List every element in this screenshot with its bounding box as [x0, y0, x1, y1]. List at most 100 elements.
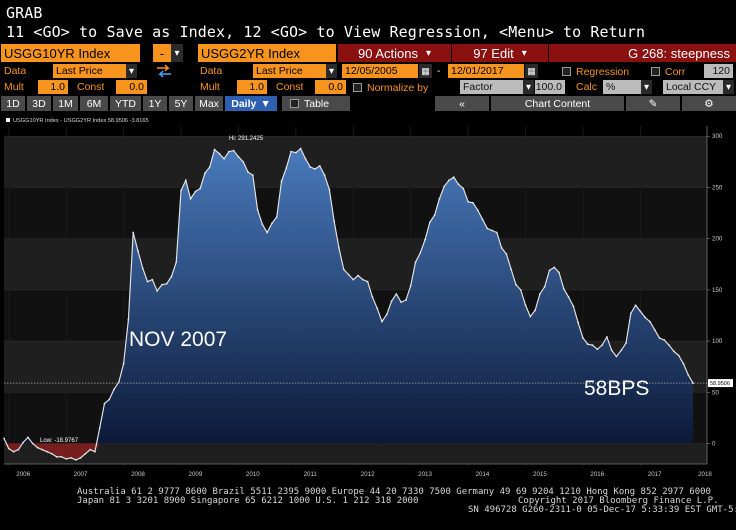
- factor-dropdown-button[interactable]: ▾: [523, 80, 534, 94]
- data-point: [443, 185, 446, 188]
- data-point: [658, 337, 661, 339]
- normalize-label: Normalize by: [367, 81, 429, 94]
- end-date-calendar-button[interactable]: ▦: [525, 64, 538, 78]
- period-button-1y[interactable]: 1Y: [143, 96, 167, 111]
- data-point: [22, 441, 25, 444]
- data-point: [409, 284, 412, 287]
- legend: USGG10YR Index - USGG2YR Index 58.9506 -…: [6, 118, 149, 124]
- mult-value-primary: 1.0: [50, 81, 65, 93]
- period-label-1d: 1D: [6, 97, 20, 110]
- field-select-primary-dropdown[interactable]: ▾: [126, 64, 137, 78]
- operator-field[interactable]: -: [153, 44, 171, 62]
- data-point: [208, 166, 211, 168]
- regression-label: Regression: [576, 65, 630, 78]
- data-point: [189, 197, 192, 200]
- data-point: [610, 349, 613, 352]
- data-point: [132, 231, 135, 234]
- collapse-panel-button[interactable]: «: [435, 96, 489, 111]
- period-button-1m[interactable]: 1M: [53, 96, 78, 111]
- data-point: [309, 166, 312, 168]
- period-button-max[interactable]: Max: [195, 96, 223, 111]
- const-input-primary[interactable]: 0.0: [116, 80, 147, 94]
- table-button[interactable]: Table: [282, 96, 350, 111]
- data-point: [256, 209, 259, 211]
- corr-window-input[interactable]: 120: [704, 64, 733, 78]
- currency-select[interactable]: Local CCY: [663, 80, 723, 94]
- period-button-6m[interactable]: 6M: [80, 96, 108, 111]
- calc-dropdown-button[interactable]: ▾: [641, 80, 652, 94]
- data-point: [17, 448, 20, 451]
- period-button-ytd[interactable]: YTD: [110, 96, 141, 111]
- table-label: Table: [304, 97, 330, 110]
- annotate-button[interactable]: ✎: [626, 96, 680, 111]
- frequency-select[interactable]: Daily ▼: [225, 96, 277, 111]
- factor-select[interactable]: Factor: [460, 80, 523, 94]
- data-point: [515, 283, 517, 286]
- security-input-primary[interactable]: USGG10YR Index: [1, 44, 140, 62]
- y-axis-tick-label: 250: [712, 184, 723, 191]
- end-date-input[interactable]: 12/01/2017: [448, 64, 524, 78]
- period-button-5y[interactable]: 5Y: [169, 96, 193, 111]
- regression-checkbox[interactable]: Regression: [562, 65, 629, 78]
- data-point: [294, 151, 297, 154]
- data-point: [668, 344, 670, 347]
- data-point: [204, 172, 206, 175]
- factor-select-value: Factor: [463, 81, 493, 93]
- data-point: [41, 448, 44, 451]
- data-point: [519, 288, 522, 291]
- data-point: [65, 457, 68, 460]
- factor-value-input[interactable]: 100.0: [535, 80, 565, 94]
- const-label-primary: Const: [77, 81, 105, 93]
- swap-series-button[interactable]: [153, 63, 175, 79]
- data-point: [60, 455, 63, 458]
- chart-tab-button[interactable]: G 268: steepness: [549, 44, 736, 62]
- data-point: [290, 150, 292, 153]
- start-date-calendar-button[interactable]: ▦: [419, 64, 432, 78]
- data-point: [232, 149, 235, 152]
- data-point: [261, 223, 264, 226]
- data-point: [625, 342, 627, 345]
- x-axis-tick-label: 2009: [189, 471, 203, 478]
- x-axis-tick-label: 2013: [418, 471, 432, 478]
- currency-dropdown-button[interactable]: ▾: [723, 80, 734, 94]
- data-point: [223, 157, 225, 160]
- data-label-secondary: Data: [200, 65, 223, 77]
- period-button-1d[interactable]: 1D: [1, 96, 25, 111]
- data-point: [448, 179, 450, 182]
- y-axis-tick-label: 200: [712, 236, 723, 243]
- y-axis-tick-label: 0: [712, 441, 716, 448]
- x-axis-tick-label: 2007: [74, 471, 88, 478]
- mult-input-secondary[interactable]: 1.0: [237, 80, 267, 94]
- data-point: [357, 274, 359, 277]
- security-input-secondary[interactable]: USGG2YR Index: [198, 44, 336, 62]
- mult-input-primary[interactable]: 1.0: [38, 80, 68, 94]
- x-axis-tick-label: 2008: [131, 471, 145, 478]
- axes: 0 50 100 150 200 250 300 2006 2007 2008 2009 2010 20…: [4, 126, 723, 478]
- data-point: [55, 455, 58, 458]
- data-point: [94, 450, 96, 453]
- data-point: [682, 362, 685, 365]
- calendar-icon: ▦: [421, 65, 430, 76]
- corr-checkbox[interactable]: Corr: [651, 65, 685, 78]
- data-point: [634, 304, 637, 307]
- start-date-value: 12/05/2005: [345, 65, 398, 77]
- const-input-secondary[interactable]: 0.0: [315, 80, 346, 94]
- field-select-secondary-dropdown[interactable]: ▾: [326, 64, 337, 78]
- calendar-icon: ▦: [527, 65, 536, 76]
- field-select-secondary[interactable]: Last Price: [253, 64, 326, 78]
- operator-dropdown-button[interactable]: ▾: [171, 44, 183, 62]
- field-select-primary[interactable]: Last Price: [53, 64, 126, 78]
- calc-select[interactable]: %: [603, 80, 641, 94]
- edit-button[interactable]: 97 Edit ▾: [452, 44, 548, 62]
- period-button-3d[interactable]: 3D: [27, 96, 51, 111]
- start-date-input[interactable]: 12/05/2005: [342, 64, 418, 78]
- actions-button[interactable]: 90 Actions ▾: [338, 44, 451, 62]
- pencil-icon: ✎: [648, 97, 658, 110]
- settings-button[interactable]: ⚙: [682, 96, 736, 111]
- chart-content-button[interactable]: Chart Content: [491, 96, 624, 111]
- chevron-down-icon: ▾: [425, 47, 432, 59]
- data-point: [419, 252, 422, 254]
- swap-icon: [157, 64, 171, 78]
- normalize-checkbox[interactable]: Normalize by: [353, 81, 428, 94]
